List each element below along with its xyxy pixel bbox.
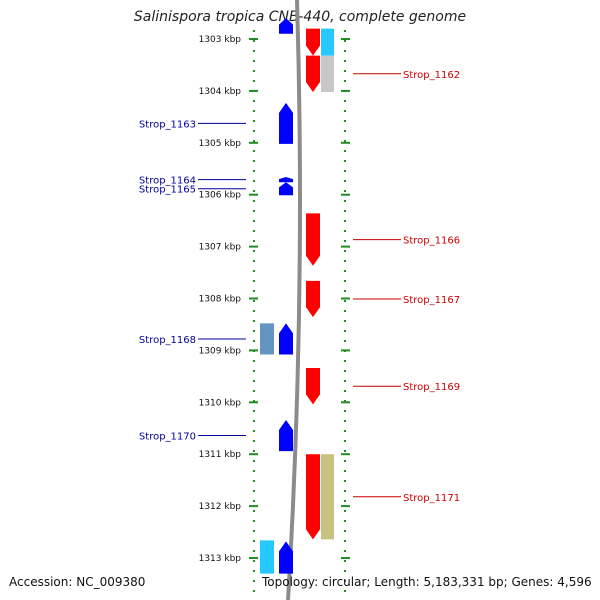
ruler-tick-label: 1313 kbp: [199, 554, 242, 564]
cds-feature: [321, 55, 334, 92]
map-title: Salinispora tropica CNB-440, complete ge…: [133, 9, 467, 25]
gene-arrow: [279, 177, 293, 183]
ruler-tick-label: 1305 kbp: [199, 139, 242, 149]
gene-arrow: [279, 541, 293, 574]
gene-label: Strop_1167: [403, 295, 460, 306]
gene-arrow: [306, 368, 320, 405]
ruler-tick-label: 1309 kbp: [199, 346, 242, 356]
gene-arrow: [279, 182, 293, 196]
gene-arrow: [279, 18, 293, 34]
accession-label: Accession: NC_009380: [9, 575, 146, 589]
gene-arrow: [279, 102, 293, 144]
gene-label: Strop_1171: [403, 493, 460, 504]
ruler-tick-label: 1311 kbp: [199, 450, 242, 460]
ruler-tick-label: 1304 kbp: [199, 87, 242, 97]
gene-arrow: [306, 28, 320, 56]
gene-label: Strop_1165: [139, 185, 196, 196]
gene-arrow: [306, 280, 320, 318]
gene-arrow: [306, 213, 320, 266]
gene-arrow: [306, 55, 320, 92]
ruler-tick-label: 1303 kbp: [199, 35, 242, 45]
gene-arrow: [306, 454, 320, 540]
cds-feature: [260, 540, 274, 574]
gene-arrow: [279, 419, 293, 452]
genome-stats-label: Topology: circular; Length: 5,183,331 bp…: [262, 575, 592, 589]
cds-feature: [260, 323, 274, 355]
ruler-tick-label: 1306 kbp: [199, 191, 242, 201]
cds-feature: [321, 28, 334, 56]
ruler-tick-label: 1307 kbp: [199, 243, 242, 253]
genome-backbone: [286, 0, 302, 600]
gene-label: Strop_1162: [403, 70, 460, 81]
ruler-tick-label: 1312 kbp: [199, 502, 242, 512]
ruler-tick-label: 1308 kbp: [199, 295, 242, 305]
ruler-tick-label: 1310 kbp: [199, 398, 242, 408]
gene-label: Strop_1170: [139, 432, 196, 443]
gene-label: Strop_1164: [139, 176, 196, 187]
gene-arrow: [279, 323, 293, 355]
gene-label: Strop_1163: [139, 119, 196, 130]
gene-label: Strop_1168: [139, 335, 196, 346]
gene-label: Strop_1166: [403, 236, 460, 247]
cds-feature: [321, 454, 334, 540]
gene-label: Strop_1169: [403, 382, 460, 393]
